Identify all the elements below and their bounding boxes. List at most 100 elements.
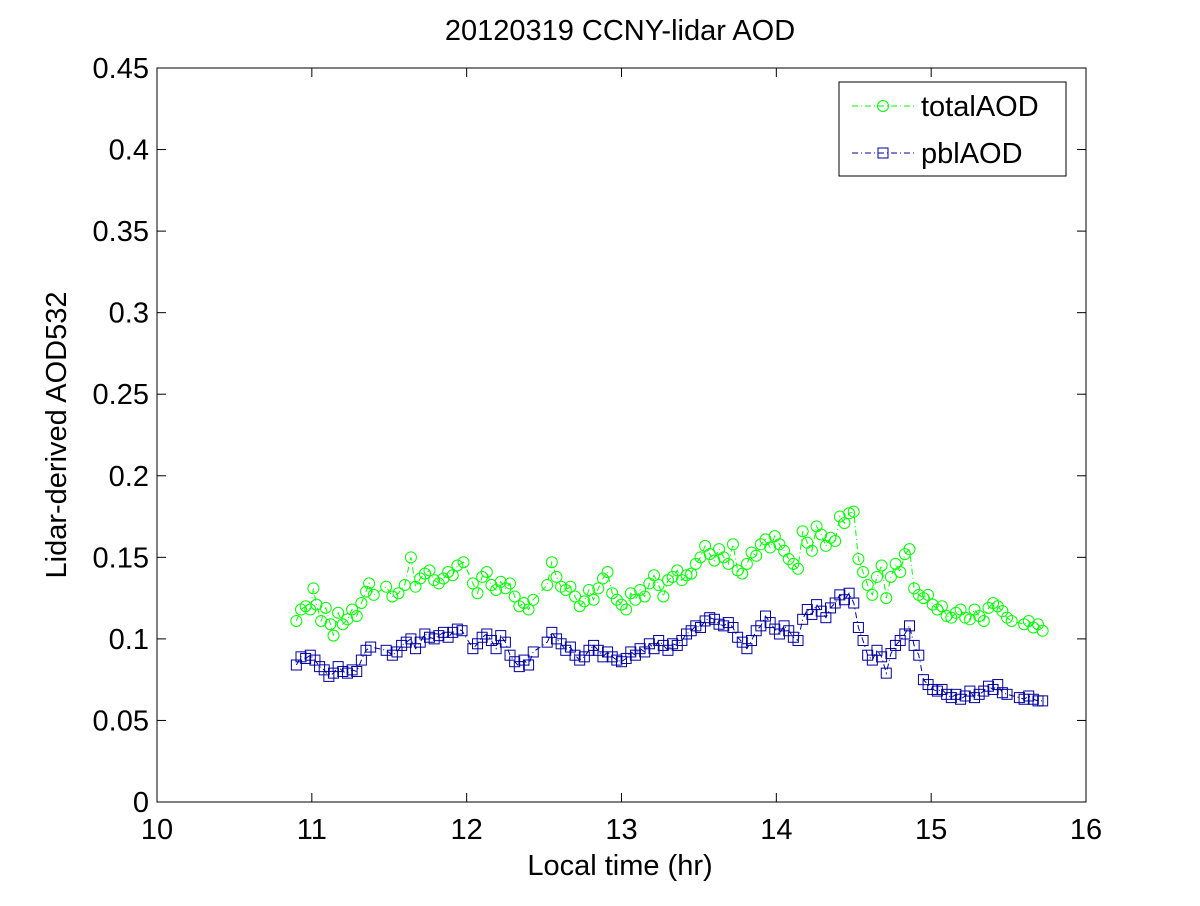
y-tick-label: 0.35	[93, 216, 149, 248]
data-point-totalAOD	[615, 598, 628, 611]
data-point-totalAOD	[722, 557, 735, 570]
data-point-totalAOD	[880, 592, 893, 605]
data-point-totalAOD	[922, 588, 935, 601]
data-point-totalAOD	[367, 588, 380, 601]
data-point-totalAOD	[717, 551, 730, 564]
data-point-totalAOD	[1022, 614, 1035, 627]
data-point-totalAOD	[451, 559, 464, 572]
data-point-totalAOD	[829, 535, 842, 548]
data-point-totalAOD	[606, 587, 619, 600]
data-point-totalAOD	[350, 610, 363, 623]
data-point-totalAOD	[550, 570, 563, 583]
data-point-totalAOD	[592, 582, 605, 595]
data-point-totalAOD	[857, 566, 870, 579]
data-point-totalAOD	[973, 610, 986, 623]
data-point-totalAOD	[652, 579, 665, 592]
data-point-totalAOD	[680, 569, 693, 582]
legend-marker	[877, 100, 889, 112]
data-point-totalAOD	[1032, 618, 1045, 631]
data-point-totalAOD	[564, 580, 577, 593]
y-tick-label: 0.15	[93, 542, 149, 574]
data-point-totalAOD	[587, 593, 600, 606]
data-point-totalAOD	[894, 566, 907, 579]
legend-label: pblAOD	[921, 138, 1023, 170]
data-point-totalAOD	[414, 572, 427, 585]
data-point-totalAOD	[466, 577, 479, 590]
data-point-totalAOD	[578, 595, 591, 608]
data-point-totalAOD	[968, 603, 981, 616]
x-tick-label: 16	[1070, 814, 1102, 846]
x-tick-label: 15	[915, 814, 947, 846]
data-point-totalAOD	[657, 590, 670, 603]
data-point-totalAOD	[346, 603, 359, 616]
data-point-totalAOD	[341, 613, 354, 626]
data-point-totalAOD	[977, 614, 990, 627]
y-tick-label: 0.45	[93, 53, 149, 85]
data-point-totalAOD	[782, 552, 795, 565]
data-point-totalAOD	[703, 548, 716, 561]
data-point-totalAOD	[290, 614, 303, 627]
x-tick-label: 11	[297, 814, 327, 846]
data-point-totalAOD	[852, 552, 865, 565]
data-point-totalAOD	[689, 557, 702, 570]
data-point-totalAOD	[959, 611, 972, 624]
data-point-pblAOD	[913, 649, 925, 661]
data-point-totalAOD	[504, 577, 517, 590]
data-point-totalAOD	[963, 613, 976, 626]
data-point-totalAOD	[319, 601, 332, 614]
data-point-pblAOD	[880, 667, 892, 679]
data-point-pblAOD	[351, 666, 363, 678]
data-point-totalAOD	[936, 600, 949, 613]
data-point-pblAOD	[523, 659, 535, 671]
data-point-pblAOD	[848, 597, 860, 609]
legend-label: totalAOD	[921, 91, 1039, 123]
data-point-totalAOD	[903, 543, 916, 556]
y-tick-label: 0.1	[109, 624, 149, 656]
y-tick-label: 0.3	[109, 298, 149, 330]
axes-layer: 10 11 12 13 14 15 16 0 0.05 0.1 0.15 0.2 0.25 0.3 0.35…	[93, 53, 1103, 846]
data-point-totalAOD	[666, 570, 679, 583]
data-point-totalAOD	[648, 569, 661, 582]
y-tick-label: 0.2	[109, 461, 149, 493]
y-tick-label: 0.4	[109, 135, 149, 167]
data-point-pblAOD	[456, 625, 468, 637]
data-point-totalAOD	[764, 541, 777, 554]
data-point-totalAOD	[392, 587, 405, 600]
data-point-totalAOD	[792, 562, 805, 575]
y-tick-label: 0.25	[93, 379, 149, 411]
x-tick-label: 10	[141, 814, 173, 846]
data-point-totalAOD	[307, 582, 320, 595]
data-point-totalAOD	[991, 600, 1004, 613]
data-point-totalAOD	[940, 610, 953, 623]
data-point-totalAOD	[601, 566, 614, 579]
series-totalAOD	[290, 505, 1049, 642]
data-point-totalAOD	[1036, 624, 1049, 637]
legend-box	[838, 81, 1067, 177]
data-point-totalAOD	[315, 614, 328, 627]
data-point-pblAOD	[490, 643, 502, 655]
data-point-pblAOD	[1037, 695, 1049, 707]
data-point-totalAOD	[332, 606, 345, 619]
data-layer	[290, 505, 1049, 707]
data-point-totalAOD	[675, 574, 688, 587]
data-point-totalAOD	[926, 598, 939, 611]
data-point-pblAOD	[792, 635, 804, 647]
data-point-totalAOD	[304, 603, 317, 616]
x-tick-label: 12	[451, 814, 483, 846]
data-point-totalAOD	[360, 585, 373, 598]
data-point-totalAOD	[446, 569, 459, 582]
x-tick-label: 13	[605, 814, 637, 846]
data-point-totalAOD	[522, 603, 535, 616]
data-point-totalAOD	[336, 618, 349, 631]
data-point-totalAOD	[569, 590, 582, 603]
data-point-totalAOD	[945, 611, 958, 624]
x-tick-label: 14	[760, 814, 792, 846]
data-point-totalAOD	[324, 618, 337, 631]
data-point-totalAOD	[517, 597, 530, 610]
data-point-totalAOD	[380, 580, 393, 593]
data-point-totalAOD	[870, 570, 883, 583]
data-point-pblAOD	[876, 651, 888, 663]
data-point-totalAOD	[875, 559, 888, 572]
data-point-totalAOD	[866, 588, 879, 601]
